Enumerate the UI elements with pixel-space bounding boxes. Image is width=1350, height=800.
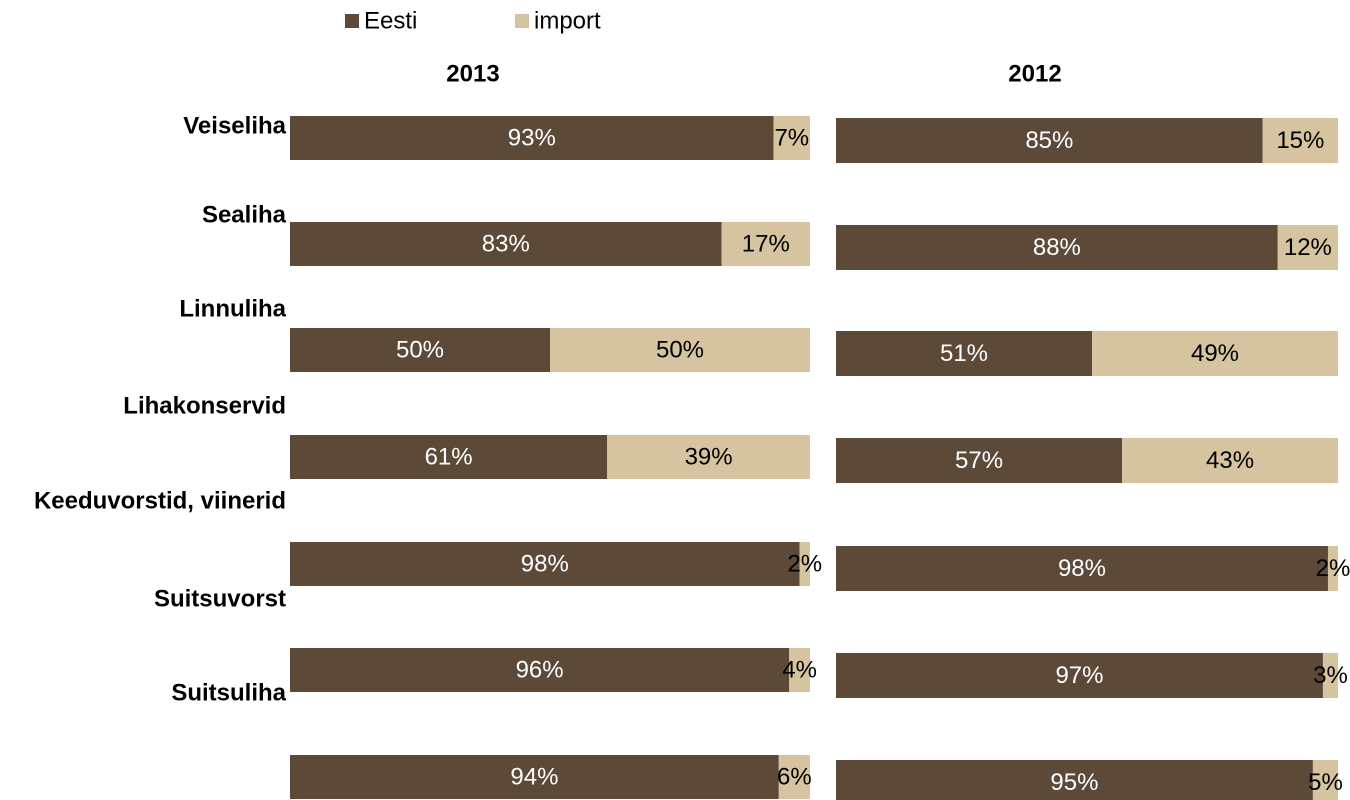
- data-label-eesti-2013-3: 61%: [425, 443, 473, 470]
- data-label-import-2012-4: 2%: [1316, 555, 1350, 582]
- data-label-import-2012-3: 43%: [1206, 447, 1254, 474]
- data-label-eesti-2013-6: 94%: [510, 763, 558, 790]
- data-label-eesti-2012-3: 57%: [955, 447, 1003, 474]
- category-label-linnuliha: Linnuliha: [179, 295, 286, 322]
- data-label-eesti-2013-5: 96%: [516, 656, 564, 683]
- data-label-eesti-2013-2: 50%: [396, 336, 444, 363]
- bar-import-2013-5: [789, 648, 810, 692]
- data-label-eesti-2012-6: 95%: [1050, 769, 1098, 796]
- bar-eesti-2012-3: [836, 438, 1123, 483]
- bar-eesti-2012-4: [836, 546, 1328, 591]
- legend-label-eesti: Eesti: [364, 7, 417, 34]
- category-label-keeduvorstid-viinerid: Keeduvorstid, viinerid: [34, 487, 286, 514]
- bar-eesti-2012-5: [836, 653, 1323, 698]
- bar-import-2013-6: [778, 755, 810, 799]
- data-label-eesti-2012-4: 98%: [1058, 555, 1106, 582]
- data-label-import-2012-2: 49%: [1191, 340, 1239, 367]
- bar-eesti-2013-6: [290, 755, 779, 799]
- panel-title-2012: 2012: [1008, 60, 1061, 87]
- bar-import-2013-4: [799, 542, 810, 586]
- legend-swatch-import: [515, 14, 529, 28]
- bar-eesti-2013-2: [290, 328, 550, 372]
- bar-import-2012-4: [1327, 546, 1338, 591]
- bar-eesti-2013-0: [290, 116, 774, 160]
- bar-eesti-2013-3: [290, 435, 608, 479]
- bar-import-2013-3: [607, 435, 810, 479]
- data-label-eesti-2012-5: 97%: [1055, 662, 1103, 689]
- data-label-eesti-2012-0: 85%: [1025, 127, 1073, 154]
- bar-import-2012-0: [1262, 118, 1338, 163]
- data-label-eesti-2012-2: 51%: [940, 340, 988, 367]
- data-label-import-2013-3: 39%: [685, 443, 733, 470]
- data-label-import-2013-6: 6%: [777, 763, 812, 790]
- data-label-import-2012-6: 5%: [1308, 769, 1343, 796]
- bar-import-2013-0: [773, 116, 810, 160]
- bar-import-2012-6: [1312, 760, 1338, 800]
- bar-eesti-2013-4: [290, 542, 800, 586]
- category-label-veiseliha: Veiseliha: [183, 112, 286, 139]
- bar-eesti-2013-1: [290, 222, 722, 266]
- legend-label-import: import: [534, 7, 601, 34]
- data-label-eesti-2013-0: 93%: [508, 124, 556, 151]
- data-label-import-2013-5: 4%: [782, 656, 817, 683]
- bar-eesti-2012-1: [836, 225, 1278, 270]
- bar-import-2012-2: [1092, 331, 1338, 376]
- bar-import-2012-5: [1322, 653, 1338, 698]
- data-label-import-2013-0: 7%: [774, 124, 809, 151]
- bar-import-2013-2: [550, 328, 810, 372]
- data-label-import-2013-1: 17%: [742, 230, 790, 257]
- data-label-eesti-2013-4: 98%: [521, 550, 569, 577]
- data-label-import-2012-0: 15%: [1276, 127, 1324, 154]
- data-label-import-2013-4: 2%: [787, 550, 822, 577]
- bar-eesti-2012-6: [836, 760, 1313, 800]
- bar-import-2012-1: [1277, 225, 1338, 270]
- data-label-import-2013-2: 50%: [656, 336, 704, 363]
- data-label-eesti-2013-1: 83%: [482, 230, 530, 257]
- data-label-import-2012-1: 12%: [1284, 234, 1332, 261]
- bar-eesti-2013-5: [290, 648, 790, 692]
- data-label-eesti-2012-1: 88%: [1033, 234, 1081, 261]
- bar-import-2013-1: [721, 222, 810, 266]
- panel-title-2013: 2013: [446, 60, 499, 87]
- category-label-sealiha: Sealiha: [202, 201, 287, 228]
- bar-import-2012-3: [1122, 438, 1338, 483]
- category-label-suitsuliha: Suitsuliha: [171, 679, 286, 706]
- data-label-import-2012-5: 3%: [1313, 662, 1348, 689]
- bar-eesti-2012-0: [836, 118, 1263, 163]
- category-label-lihakonservid: Lihakonservid: [123, 392, 286, 419]
- category-label-suitsuvorst: Suitsuvorst: [154, 585, 286, 612]
- legend-swatch-eesti: [345, 14, 359, 28]
- bar-eesti-2012-2: [836, 331, 1093, 376]
